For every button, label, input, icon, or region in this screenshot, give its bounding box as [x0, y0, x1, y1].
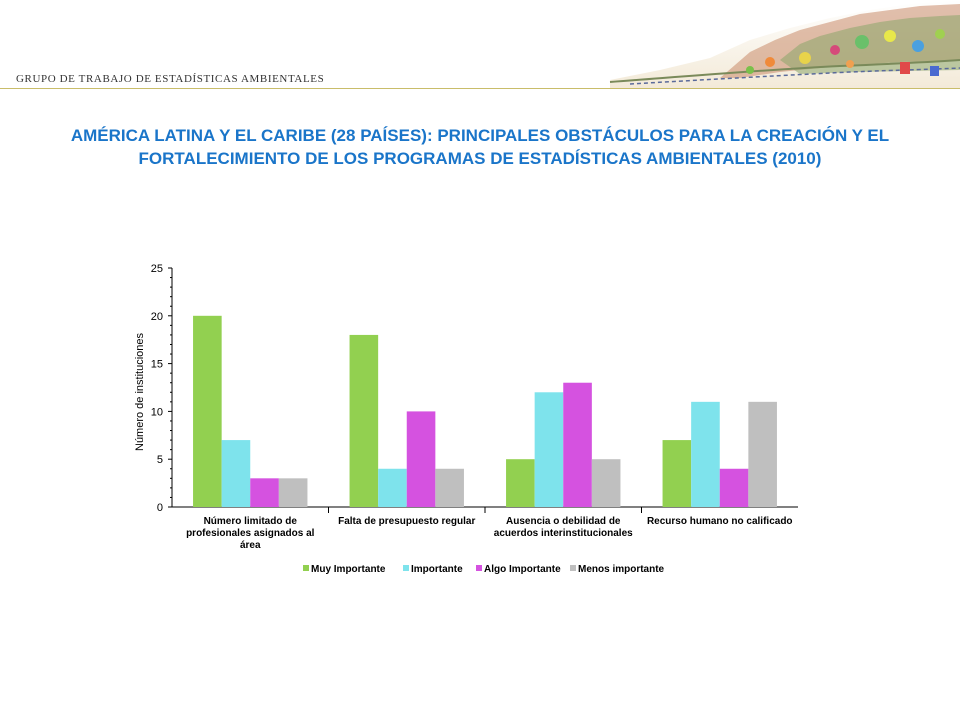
- x-tick-label: acuerdos interinstitucionales: [494, 528, 633, 539]
- legend-swatch: [570, 565, 576, 571]
- decorative-banner-illustration: [609, 0, 960, 88]
- legend-label: Muy Importante: [311, 564, 386, 575]
- bar: [250, 478, 279, 507]
- y-tick-label: 10: [151, 406, 163, 418]
- bar: [506, 459, 535, 507]
- bar: [563, 382, 592, 507]
- legend-item: Algo Importante: [476, 564, 561, 575]
- x-tick-label: profesionales asignados al: [186, 528, 315, 539]
- legend-label: Algo Importante: [484, 564, 561, 575]
- x-tick-label: Ausencia o debilidad de: [506, 516, 621, 527]
- legend-swatch: [476, 565, 482, 571]
- bar: [221, 440, 251, 507]
- y-tick-label: 15: [151, 359, 163, 371]
- y-tick-label: 25: [151, 263, 163, 275]
- bar: [591, 459, 621, 507]
- legend-label: Menos importante: [578, 564, 665, 575]
- bar: [406, 411, 436, 507]
- x-tick-label: Recurso humano no calificado: [647, 516, 793, 527]
- legend: Muy Importante Importante Algo Importante M…: [303, 564, 665, 575]
- bar: [435, 468, 464, 507]
- header: GRUPO DE TRABAJO DE ESTADÍSTICAS AMBIENT…: [0, 0, 960, 90]
- bar: [748, 401, 777, 507]
- y-tick-label: 20: [151, 311, 163, 323]
- bar: [719, 468, 749, 507]
- bar: [534, 392, 564, 507]
- chart-title: AMÉRICA LATINA Y EL CARIBE (28 PAÍSES): …: [70, 126, 890, 168]
- x-tick-label: Número limitado de: [204, 516, 298, 527]
- legend-item: Menos importante: [570, 564, 665, 575]
- y-axis: 0 5 10 15 20 25: [151, 263, 173, 514]
- bar: [662, 440, 692, 507]
- legend-item: Muy Importante: [303, 564, 386, 575]
- legend-swatch: [303, 565, 309, 571]
- legend-swatch: [403, 565, 409, 571]
- x-tick-label: Falta de presupuesto regular: [338, 516, 475, 527]
- y-tick-label: 5: [157, 454, 163, 466]
- bar: [349, 334, 379, 507]
- legend-label: Importante: [411, 564, 463, 575]
- y-tick-label: 0: [157, 502, 163, 514]
- x-tick-label: área: [240, 540, 261, 551]
- y-axis-label: Número de instituciones: [134, 333, 146, 452]
- bar: [378, 468, 407, 507]
- header-divider: [0, 88, 960, 89]
- bars: [193, 315, 777, 507]
- header-label: GRUPO DE TRABAJO DE ESTADÍSTICAS AMBIENT…: [16, 73, 325, 85]
- bar: [691, 401, 720, 507]
- legend-item: Importante: [403, 564, 463, 575]
- bar: [278, 478, 308, 507]
- bar: [193, 315, 222, 507]
